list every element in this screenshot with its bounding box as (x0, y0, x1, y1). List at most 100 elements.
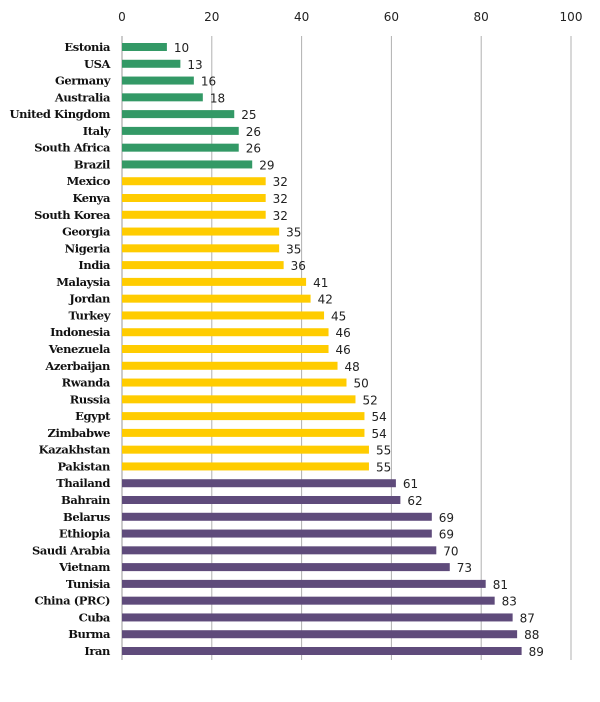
value-label: 18 (210, 91, 225, 105)
value-label: 46 (336, 343, 351, 357)
bar (122, 143, 239, 152)
category-label: Russia (70, 392, 111, 406)
value-label: 25 (241, 108, 256, 122)
bar (122, 177, 266, 186)
value-label: 32 (273, 175, 288, 189)
value-label: 52 (362, 393, 377, 407)
category-label: Estonia (64, 40, 111, 54)
bar (122, 563, 450, 572)
value-label: 81 (493, 578, 508, 592)
category-labels: Estonia USA Germany Australia United Kingdom… (10, 40, 112, 658)
bar (122, 496, 401, 504)
value-label: 26 (246, 142, 261, 156)
value-label: 45 (331, 309, 346, 323)
category-label: Vietnam (58, 560, 110, 574)
value-label: 55 (376, 460, 391, 474)
bar (122, 43, 167, 51)
category-label: Germany (55, 74, 111, 88)
value-label: 13 (187, 58, 202, 72)
bar (122, 277, 307, 286)
bar (122, 529, 432, 538)
x-tick-label: 100 (560, 10, 583, 24)
category-label: Indonesia (50, 325, 111, 339)
bar (122, 194, 266, 202)
category-label: South Africa (34, 141, 111, 155)
value-label: 29 (259, 158, 274, 172)
value-label: 88 (524, 628, 539, 642)
category-label: Australia (54, 90, 111, 104)
category-label: Nigeria (65, 241, 111, 255)
category-label: Georgia (62, 225, 111, 239)
bar (122, 328, 329, 337)
x-tick-label: 20 (204, 10, 219, 24)
value-label: 46 (336, 326, 351, 340)
category-label: Belarus (63, 510, 110, 524)
category-label: Venezuela (48, 342, 111, 356)
x-axis-ticks: 0 20 40 60 80 100 (118, 10, 582, 24)
category-label: Saudi Arabia (32, 543, 111, 557)
value-label: 35 (286, 242, 301, 256)
category-label: Rwanda (62, 376, 111, 390)
category-label: Burma (68, 627, 111, 641)
value-label: 62 (407, 494, 422, 508)
bar (122, 630, 518, 639)
value-label: 55 (376, 444, 391, 458)
value-label: 69 (439, 528, 454, 542)
category-label: Egypt (75, 409, 111, 423)
category-label: Kenya (72, 191, 111, 205)
x-tick-label: 60 (384, 10, 399, 24)
bar (122, 59, 181, 68)
bar (122, 244, 280, 253)
bar (122, 261, 284, 270)
bar (122, 110, 235, 119)
category-label: Mexico (66, 174, 110, 188)
bar (122, 76, 194, 85)
value-labels: 10 13 16 18 25 26 26 29 32 32 32 35 35 36 41 42 45 46 46 48… (174, 41, 544, 659)
bar (122, 126, 239, 135)
bar (122, 479, 396, 488)
value-label: 16 (201, 75, 216, 89)
bars (122, 43, 522, 655)
category-label: Malaysia (56, 275, 111, 289)
bar (122, 579, 486, 588)
value-label: 41 (313, 276, 328, 290)
bar (122, 546, 437, 555)
value-label: 32 (273, 209, 288, 223)
value-label: 69 (439, 511, 454, 525)
category-label: Cuba (79, 610, 111, 624)
x-tick-label: 0 (118, 10, 126, 24)
value-label: 73 (457, 561, 472, 575)
category-label: USA (84, 57, 112, 71)
value-label: 10 (174, 41, 189, 55)
bar (122, 445, 369, 454)
category-label: Italy (83, 124, 111, 138)
x-tick-label: 40 (294, 10, 309, 24)
bar (122, 596, 495, 605)
value-label: 48 (345, 360, 360, 374)
value-label: 26 (246, 125, 261, 139)
bar (122, 647, 522, 655)
category-label: Pakistan (57, 459, 111, 473)
bar (122, 294, 311, 303)
category-label: Thailand (56, 476, 110, 490)
bar (122, 428, 365, 437)
bar (122, 378, 347, 387)
category-label: Ethiopia (59, 527, 111, 541)
bar (122, 93, 203, 102)
value-label: 70 (443, 544, 458, 558)
category-label: Kazakhstan (39, 443, 111, 457)
bar (122, 412, 365, 421)
bar (122, 160, 253, 169)
category-label: Iran (84, 644, 111, 658)
value-label: 89 (529, 645, 544, 659)
value-label: 54 (371, 410, 386, 424)
value-label: 50 (354, 377, 369, 391)
category-label: Tunisia (66, 577, 111, 591)
value-label: 61 (403, 477, 418, 491)
bar (122, 311, 325, 320)
bar (122, 462, 369, 471)
bar (122, 512, 432, 521)
value-label: 42 (318, 293, 333, 307)
category-label: India (78, 258, 111, 272)
category-label: Azerbaijan (44, 359, 111, 373)
